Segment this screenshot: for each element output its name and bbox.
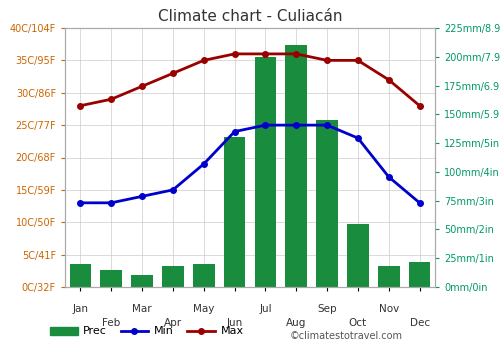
Text: Aug: Aug	[286, 317, 306, 328]
Text: Sep: Sep	[318, 304, 337, 314]
Bar	[193, 264, 214, 287]
Text: Feb: Feb	[102, 317, 120, 328]
Bar	[224, 137, 246, 287]
Bar	[162, 266, 184, 287]
Text: Jul: Jul	[259, 304, 272, 314]
Title: Climate chart - Culiacán: Climate chart - Culiacán	[158, 9, 342, 24]
Bar	[347, 224, 368, 287]
Bar	[286, 45, 307, 287]
Text: ©climatestotravel.com: ©climatestotravel.com	[290, 331, 403, 341]
Text: Dec: Dec	[410, 317, 430, 328]
Legend: Prec, Min, Max: Prec, Min, Max	[46, 322, 248, 341]
Bar	[254, 57, 276, 287]
Text: Apr: Apr	[164, 317, 182, 328]
Text: Nov: Nov	[378, 304, 399, 314]
Text: Oct: Oct	[349, 317, 367, 328]
Text: May: May	[193, 304, 214, 314]
Text: Jan: Jan	[72, 304, 88, 314]
Bar	[378, 266, 400, 287]
Bar	[100, 270, 122, 287]
Bar	[132, 275, 153, 287]
Text: Jun: Jun	[226, 317, 242, 328]
Bar	[409, 262, 430, 287]
Bar	[70, 264, 91, 287]
Text: Mar: Mar	[132, 304, 152, 314]
Bar	[316, 120, 338, 287]
